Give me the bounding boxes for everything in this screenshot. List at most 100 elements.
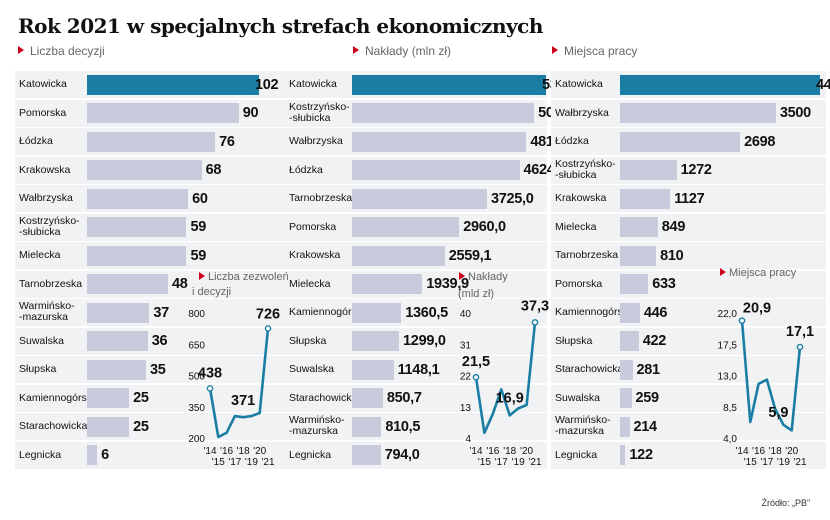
row-label: Suwalska xyxy=(289,363,334,375)
row-label: Katowicka xyxy=(289,78,337,90)
bar xyxy=(352,331,400,351)
row-label: Tarnobrzeska xyxy=(555,249,619,261)
row-label: Łódzka xyxy=(555,135,589,147)
value-label: 37 xyxy=(153,304,169,321)
bar xyxy=(620,74,820,95)
row-label: Katowicka xyxy=(19,78,67,90)
bar xyxy=(87,445,98,465)
value-label: 1272 xyxy=(680,162,712,178)
row-label: Łódzka xyxy=(19,135,53,147)
panel-title-text: Liczba decyzji xyxy=(30,44,105,58)
value-label: 794,0 xyxy=(384,447,420,463)
value-label: 60 xyxy=(192,190,208,207)
bar xyxy=(620,416,630,437)
bar xyxy=(352,74,546,95)
value-label: 849 xyxy=(661,219,686,235)
value-label: 102 xyxy=(255,76,279,93)
bar xyxy=(87,359,147,380)
value-label: 1148,1 xyxy=(397,361,440,378)
row-label: Kamiennogórska xyxy=(289,306,368,318)
row-label: Warmińsko- -mazurska xyxy=(289,414,345,437)
row-background xyxy=(551,213,826,241)
value-label: 36 xyxy=(151,333,168,349)
row-background xyxy=(285,441,547,469)
bar xyxy=(87,331,148,351)
bar xyxy=(352,188,487,209)
bar xyxy=(87,74,259,95)
value-label: 633 xyxy=(652,276,676,292)
row-label: Suwalska xyxy=(555,391,600,404)
panel-title-text: Nakłady (mln zł) xyxy=(365,44,452,58)
bar xyxy=(620,331,639,351)
row-label: Słupska xyxy=(289,334,327,347)
row-label: Krakowska xyxy=(555,192,607,204)
source-note: Źródło: „PB” xyxy=(761,498,810,508)
row-label: Krakowska xyxy=(289,249,341,261)
value-label: 1299,0 xyxy=(403,333,446,349)
row-background xyxy=(551,441,826,469)
value-label: 3725,0 xyxy=(490,190,534,207)
value-label: 1127 xyxy=(674,190,705,207)
value-label: 35 xyxy=(150,361,166,378)
bar xyxy=(352,131,527,152)
row-label: Kamiennogórska xyxy=(555,306,634,318)
value-label: 810,5 xyxy=(385,418,421,435)
value-label: 1939,9 xyxy=(426,276,469,292)
page-title: Rok 2021 w specjalnych strefach ekonomic… xyxy=(18,14,543,38)
bar xyxy=(620,302,640,323)
bar xyxy=(620,445,626,465)
value-label: 281 xyxy=(636,361,661,378)
value-label: 810 xyxy=(660,247,684,264)
panel-title-text: Miejsca pracy xyxy=(564,44,638,58)
row-label: Słupska xyxy=(555,334,593,347)
value-label: 59 xyxy=(190,219,207,235)
panel-title-decyzje: Liczba decyzji xyxy=(18,44,105,58)
value-label: 4491 xyxy=(816,76,830,93)
row-label: Tarnobrzeska xyxy=(289,192,353,204)
row-background xyxy=(551,270,826,298)
bar xyxy=(620,359,633,380)
bar xyxy=(352,245,445,266)
value-label: 1360,5 xyxy=(405,304,448,321)
row-background xyxy=(15,299,285,326)
row-label: Starachowicka xyxy=(19,420,88,432)
triangle-marker-icon xyxy=(552,46,558,54)
row-label: Kamiennogórska xyxy=(19,391,98,404)
value-label: 59 xyxy=(190,247,207,264)
triangle-marker-icon xyxy=(18,46,24,54)
row-label: Legnicka xyxy=(289,448,332,461)
panel-title-miejsca: Miejsca pracy xyxy=(552,44,637,58)
row-label: Suwalska xyxy=(19,334,64,347)
value-label: 446 xyxy=(643,304,668,321)
row-label: Łódzka xyxy=(289,163,323,176)
value-label: 422 xyxy=(642,333,667,349)
row-label: Warmińsko- -mazurska xyxy=(555,414,611,437)
bar xyxy=(620,160,677,180)
bar xyxy=(620,188,671,209)
bar xyxy=(87,245,187,266)
bar xyxy=(620,131,741,152)
bar xyxy=(87,274,168,294)
bar xyxy=(352,103,535,123)
row-label: Pomorska xyxy=(555,277,603,290)
row-label: Krakowska xyxy=(19,163,71,176)
row-label: Wałbrzyska xyxy=(19,192,73,204)
row-label: Mielecka xyxy=(555,220,597,233)
row-label: Warmińsko- -mazurska xyxy=(19,300,75,323)
bar xyxy=(87,302,150,323)
bar xyxy=(87,416,130,437)
row-label: Wałbrzyska xyxy=(555,106,609,119)
bar xyxy=(620,245,657,266)
value-label: 122 xyxy=(629,447,653,463)
row-label: Wałbrzyska xyxy=(289,135,343,147)
bar xyxy=(87,131,216,152)
bar xyxy=(620,388,632,408)
value-label: 259 xyxy=(635,390,660,406)
value-label: 48 xyxy=(171,276,188,292)
row-background xyxy=(551,185,826,212)
panel-title-naklady: Nakłady (mln zł) xyxy=(353,44,451,58)
row-background xyxy=(285,299,547,326)
bar xyxy=(87,388,130,408)
bar xyxy=(620,274,649,294)
